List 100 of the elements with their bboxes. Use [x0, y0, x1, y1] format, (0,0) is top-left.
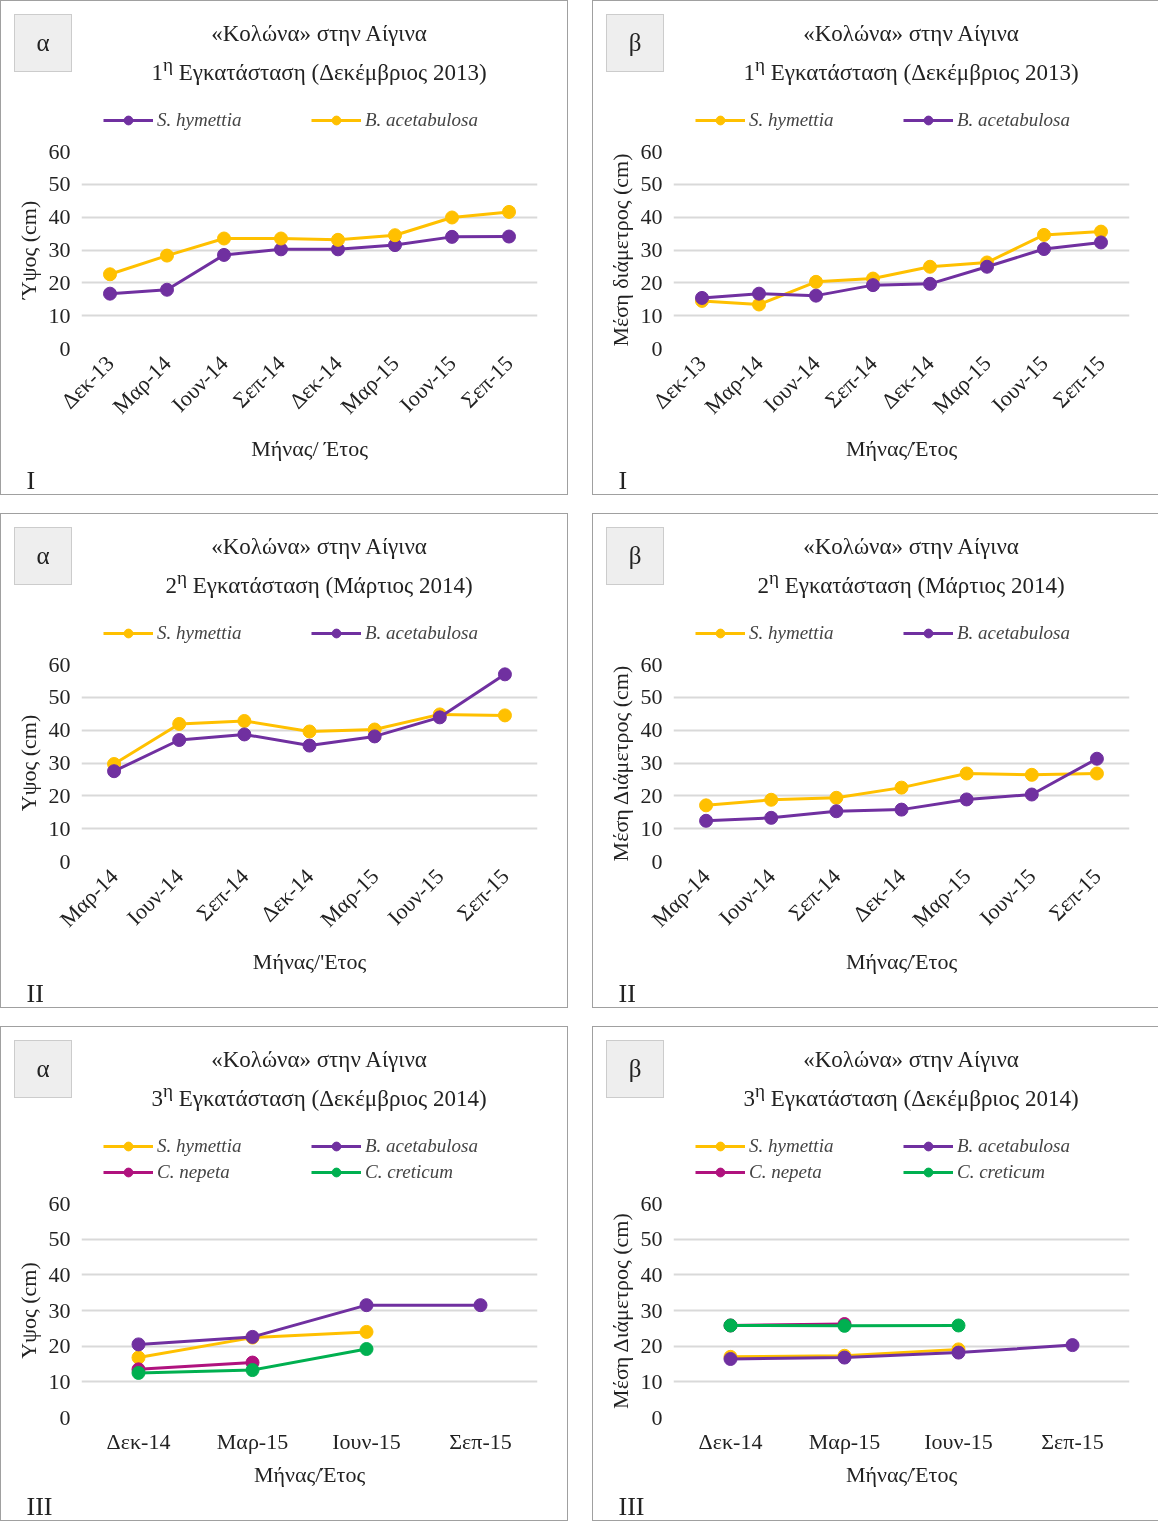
legend-label: S. hymettia	[749, 1135, 835, 1157]
y-tick-label: 60	[48, 138, 71, 164]
x-tick-label: Μαρ-15	[808, 1428, 881, 1454]
y-tick-label: 50	[640, 171, 663, 197]
y-tick-label: 20	[640, 1333, 663, 1359]
text: I	[618, 465, 628, 495]
y-tick-label: 10	[640, 302, 663, 328]
legend-label: S. hymettia	[157, 622, 243, 644]
y-tick-label: 50	[48, 1226, 71, 1252]
y-axis-title: Ύψος (cm)	[15, 200, 41, 301]
legend-label: C. creticum	[365, 1161, 454, 1183]
y-tick-label: 0	[59, 1404, 71, 1430]
y-tick-label: 60	[640, 1190, 663, 1216]
chart-title: «Κολώνα» στην Αίγινα	[211, 1047, 427, 1072]
chart-subtitle: 2$^{η}$ Εγκατάσταση (Μάρτιος 2014)	[165, 567, 473, 598]
chart-title: «Κολώνα» στην Αίγινα	[803, 534, 1019, 559]
legend-label: S. hymettia	[157, 1135, 243, 1157]
y-tick-label: 50	[640, 1226, 663, 1252]
y-tick-label: 60	[640, 651, 663, 677]
chart-title: «Κολώνα» στην Αίγινα	[211, 21, 427, 46]
y-axis-title: Υψος (cm)	[15, 1262, 41, 1359]
y-tick-label: 40	[640, 717, 663, 743]
y-tick-label: 20	[48, 782, 71, 808]
y-tick-label: 0	[59, 848, 71, 874]
y-tick-label: 10	[640, 1368, 663, 1394]
y-axis-title: Υψος (cm)	[15, 714, 41, 812]
y-tick-label: 30	[640, 237, 663, 262]
legend-label: B. acetabulosa	[957, 1135, 1071, 1157]
text: α	[14, 14, 72, 72]
chart-title: «Κολώνα» στην Αίγινα	[803, 1047, 1019, 1072]
legend-label: S. hymettia	[749, 622, 835, 644]
chart-subtitle: 3$^{η}$ Εγκατάσταση (Δεκέμβριος 2014)	[743, 1080, 1079, 1111]
legend-label: B. acetabulosa	[365, 622, 479, 644]
y-tick-label: 10	[48, 302, 71, 328]
y-tick-label: 30	[48, 1297, 71, 1323]
y-tick-label: 50	[48, 171, 71, 197]
y-tick-label: 30	[48, 237, 71, 262]
x-axis-title: Μήνας/'Ετος	[252, 948, 367, 974]
x-tick-label: Ιουν-15	[332, 1428, 401, 1454]
legend-label: C. nepeta	[157, 1161, 231, 1183]
y-axis-title: Μέση Διάμετρος (cm)	[607, 665, 633, 862]
y-tick-label: 40	[48, 1261, 71, 1287]
y-tick-label: 30	[48, 750, 71, 775]
y-tick-label: 40	[640, 204, 663, 230]
chart-subtitle: 2$^{η}$ Εγκατάσταση (Μάρτιος 2014)	[757, 567, 1065, 598]
y-tick-label: 0	[651, 1404, 663, 1430]
legend-label: B. acetabulosa	[365, 1135, 479, 1157]
text: III	[26, 1491, 53, 1521]
x-tick-label: Δεκ-14	[106, 1428, 171, 1454]
x-axis-title: Μήνας/ Έτος	[251, 435, 369, 461]
y-tick-label: 50	[48, 684, 71, 710]
text: α	[14, 1040, 72, 1098]
legend-label: S. hymettia	[157, 109, 243, 131]
x-tick-label: Ιουν-15	[924, 1428, 993, 1454]
y-tick-label: 30	[640, 1297, 663, 1323]
chart-subtitle: 3$^{η}$ Εγκατάσταση (Δεκέμβριος 2014)	[151, 1080, 487, 1111]
legend-label: B. acetabulosa	[957, 109, 1071, 131]
x-axis-title: Μήνας/Έτος	[845, 1461, 958, 1487]
text: β	[606, 1040, 664, 1098]
y-tick-label: 10	[48, 815, 71, 841]
text: II	[618, 978, 636, 1008]
y-tick-label: 10	[640, 815, 663, 841]
legend-label: B. acetabulosa	[957, 622, 1071, 644]
legend-label: S. hymettia	[749, 109, 835, 131]
x-axis-title: Μήνας/Έτος	[845, 435, 958, 461]
x-axis-title: Μήνας/Έτος	[845, 948, 958, 974]
y-tick-label: 20	[48, 269, 71, 295]
chart-title: «Κολώνα» στην Αίγινα	[803, 21, 1019, 46]
y-tick-label: 60	[640, 138, 663, 164]
text: β	[606, 14, 664, 72]
y-tick-label: 40	[640, 1261, 663, 1287]
legend-label: C. creticum	[957, 1161, 1046, 1183]
text: β	[606, 527, 664, 585]
x-tick-label: Μαρ-15	[216, 1428, 289, 1454]
x-tick-label: Σεπ-15	[1041, 1428, 1104, 1454]
y-tick-label: 20	[640, 269, 663, 295]
y-tick-label: 10	[48, 1368, 71, 1394]
y-tick-label: 30	[640, 750, 663, 775]
text: α	[14, 527, 72, 585]
text: I	[26, 465, 36, 495]
x-tick-label: Σεπ-15	[449, 1428, 512, 1454]
x-tick-label: Δεκ-14	[698, 1428, 763, 1454]
y-tick-label: 40	[48, 717, 71, 743]
text: II	[26, 978, 44, 1008]
y-axis-title: Μέση Διάμετρος (cm)	[607, 1213, 633, 1409]
y-tick-label: 60	[48, 1190, 71, 1216]
y-axis-title: Μέση διάμετρος (cm)	[607, 153, 633, 347]
text: III	[618, 1491, 645, 1521]
y-tick-label: 50	[640, 684, 663, 710]
y-tick-label: 0	[651, 335, 663, 361]
y-tick-label: 0	[59, 335, 71, 361]
legend-label: C. nepeta	[749, 1161, 823, 1183]
y-tick-label: 20	[48, 1333, 71, 1359]
chart-subtitle: 1$^{η}$ Εγκατάσταση (Δεκέμβριος 2013)	[151, 54, 487, 85]
x-axis-title: Μήνας/Έτος	[253, 1461, 366, 1487]
y-tick-label: 60	[48, 651, 71, 677]
y-tick-label: 40	[48, 204, 71, 230]
y-tick-label: 0	[651, 848, 663, 874]
chart-title: «Κολώνα» στην Αίγινα	[211, 534, 427, 559]
chart-subtitle: 1$^{η}$ Εγκατάσταση (Δεκέμβριος 2013)	[743, 54, 1079, 85]
